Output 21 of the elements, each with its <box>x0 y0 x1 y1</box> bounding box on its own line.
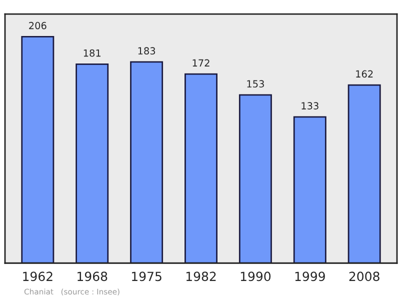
x-tick-label: 2008 <box>349 272 380 282</box>
data-label: 206 <box>29 22 46 30</box>
bar <box>238 94 272 264</box>
x-tick-label: 1999 <box>295 272 325 282</box>
bar <box>21 36 54 264</box>
bar <box>184 73 218 264</box>
bar <box>76 63 109 264</box>
data-label: 183 <box>138 47 156 55</box>
data-label: 172 <box>192 59 210 66</box>
x-tick-label: 1982 <box>186 272 216 282</box>
x-tick-label: 1975 <box>132 272 162 282</box>
bar <box>130 61 164 264</box>
data-label: 153 <box>247 80 264 88</box>
data-label: 181 <box>84 49 100 57</box>
x-tick-label: 1990 <box>240 272 271 282</box>
x-tick-label: 1962 <box>23 272 52 282</box>
bar <box>293 116 326 264</box>
data-label: 133 <box>302 102 318 110</box>
x-tick-label: 1968 <box>78 272 108 282</box>
bar <box>348 84 381 264</box>
data-label: 162 <box>356 70 373 78</box>
